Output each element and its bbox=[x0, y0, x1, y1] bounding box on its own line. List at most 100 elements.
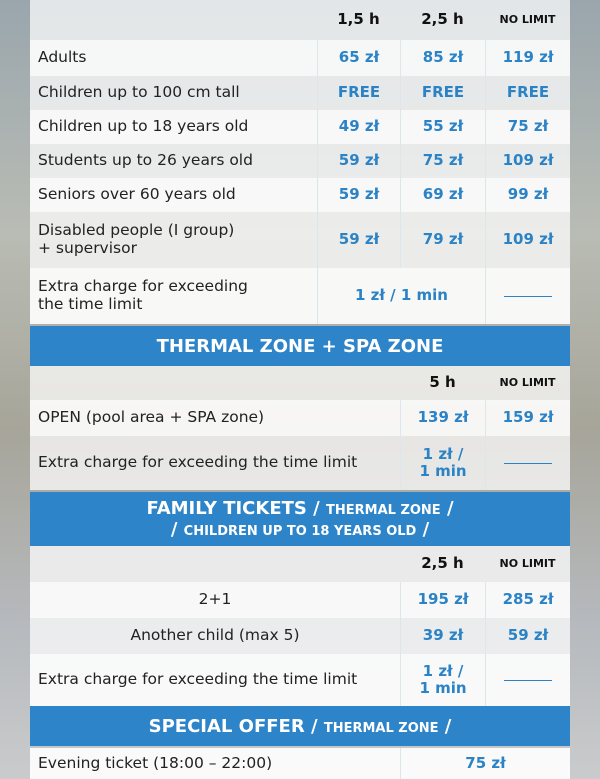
row-label: Extra charge for exceeding the time limi… bbox=[38, 670, 358, 689]
row-label: Disabled people (I group) + supervisor bbox=[30, 212, 317, 268]
extra-charge-row: Extra charge for exceeding the time limi… bbox=[30, 268, 570, 324]
row-label: Extra charge for exceeding the time limi… bbox=[30, 268, 317, 324]
row-label: Another child (max 5) bbox=[130, 626, 300, 645]
header-1-5h: 1,5 h bbox=[337, 10, 380, 29]
price-cell: 75 zł bbox=[485, 110, 570, 144]
row-label: 2+1 bbox=[198, 590, 232, 609]
price-cell: FREE bbox=[317, 76, 400, 110]
extra-charge-line1: 1 zł / bbox=[422, 444, 464, 463]
price-cell: 69 zł bbox=[400, 178, 485, 212]
special-title-sep1: / bbox=[304, 715, 324, 737]
family-title-sep1: / bbox=[306, 498, 326, 519]
price-cell: 75 zł bbox=[400, 144, 485, 178]
dash-cell bbox=[485, 654, 570, 706]
table-row: Seniors over 60 years old 59 zł 69 zł 99… bbox=[30, 178, 570, 212]
extra-charge-line2: 1 min bbox=[419, 462, 467, 480]
price-cell: FREE bbox=[485, 76, 570, 110]
row-label: Evening ticket (18:00 – 22:00) bbox=[38, 753, 273, 772]
header-no-limit: NO LIMIT bbox=[499, 556, 556, 570]
row-label: Children up to 100 cm tall bbox=[38, 83, 240, 102]
price-cell: 79 zł bbox=[400, 212, 485, 268]
extra-charge-row: Extra charge for exceeding the time limi… bbox=[30, 654, 570, 706]
dash-line bbox=[504, 295, 552, 297]
special-title-main: SPECIAL OFFER bbox=[148, 715, 305, 737]
dash-cell bbox=[485, 268, 570, 324]
special-title-sub: THERMAL ZONE bbox=[323, 720, 439, 736]
price-cell: FREE bbox=[400, 76, 485, 110]
dash-line bbox=[504, 462, 552, 464]
table-row: OPEN (pool area + SPA zone) 139 zł 159 z… bbox=[30, 400, 570, 436]
table-row: Students up to 26 years old 59 zł 75 zł … bbox=[30, 144, 570, 178]
table-row: Adults 65 zł 85 zł 119 zł bbox=[30, 40, 570, 76]
thermal-header-row: 5 h NO LIMIT bbox=[30, 366, 570, 400]
price-cell: 119 zł bbox=[485, 40, 570, 76]
row-label: OPEN (pool area + SPA zone) bbox=[38, 408, 265, 427]
table1-header-row: 1,5 h 2,5 h NO LIMIT bbox=[30, 0, 570, 40]
family-title-sub2: CHILDREN UP TO 18 YEARS OLD bbox=[183, 524, 417, 539]
family-title-main: FAMILY TICKETS bbox=[146, 498, 307, 519]
extra-charge-row: Extra charge for exceeding the time limi… bbox=[30, 436, 570, 490]
row-label: Seniors over 60 years old bbox=[38, 185, 236, 204]
row-label-line1: Extra charge for exceeding bbox=[38, 277, 248, 296]
header-5h: 5 h bbox=[429, 373, 456, 392]
price-cell: 109 zł bbox=[485, 144, 570, 178]
thermal-zone-title: THERMAL ZONE + SPA ZONE bbox=[156, 335, 444, 357]
family-tickets-banner: FAMILY TICKETS / THERMAL ZONE / / CHILDR… bbox=[30, 492, 570, 546]
price-cell: 39 zł bbox=[400, 618, 485, 654]
price-cell: 75 zł bbox=[400, 748, 570, 779]
price-cell: 99 zł bbox=[485, 178, 570, 212]
price-cell: 109 zł bbox=[485, 212, 570, 268]
header-no-limit: NO LIMIT bbox=[499, 375, 556, 389]
extra-charge-value: 1 zł / 1 min bbox=[400, 654, 485, 706]
extra-charge-value: 1 zł / 1 min bbox=[400, 436, 485, 490]
table-row: Disabled people (I group) + supervisor 5… bbox=[30, 212, 570, 268]
family-title-pre: / bbox=[170, 519, 184, 540]
price-cell: 65 zł bbox=[317, 40, 400, 76]
price-cell: 159 zł bbox=[485, 400, 570, 436]
family-header-row: 2,5 h NO LIMIT bbox=[30, 546, 570, 582]
thermal-zone-banner: THERMAL ZONE + SPA ZONE bbox=[30, 326, 570, 366]
row-label: Adults bbox=[38, 48, 87, 67]
price-cell: 59 zł bbox=[485, 618, 570, 654]
special-offer-banner: SPECIAL OFFER / THERMAL ZONE / bbox=[30, 706, 570, 746]
special-title-sep2: / bbox=[438, 715, 452, 737]
family-title-line1: FAMILY TICKETS / THERMAL ZONE / bbox=[146, 498, 453, 519]
empty-header-cell bbox=[30, 0, 317, 40]
table-row: 2+1 195 zł 285 zł bbox=[30, 582, 570, 618]
price-cell: 59 zł bbox=[317, 144, 400, 178]
header-2-5h: 2,5 h bbox=[421, 554, 464, 573]
special-title: SPECIAL OFFER / THERMAL ZONE / bbox=[149, 716, 452, 737]
empty-header-cell bbox=[30, 546, 400, 582]
dash-cell bbox=[485, 436, 570, 490]
extra-charge-line1: 1 zł / bbox=[422, 661, 464, 680]
price-cell: 49 zł bbox=[317, 110, 400, 144]
price-cell: 195 zł bbox=[400, 582, 485, 618]
price-cell: 285 zł bbox=[485, 582, 570, 618]
price-cell: 139 zł bbox=[400, 400, 485, 436]
row-label-line2: the time limit bbox=[38, 295, 143, 313]
row-label-line1: Disabled people (I group) bbox=[38, 221, 235, 240]
family-title-sub1: THERMAL ZONE bbox=[326, 503, 441, 518]
header-no-limit: NO LIMIT bbox=[499, 12, 556, 26]
table-row: Children up to 18 years old 49 zł 55 zł … bbox=[30, 110, 570, 144]
row-label-line2: + supervisor bbox=[38, 239, 137, 257]
extra-charge-line2: 1 min bbox=[419, 679, 467, 697]
header-2-5h: 2,5 h bbox=[421, 10, 464, 29]
extra-charge-value: 1 zł / 1 min bbox=[317, 268, 485, 324]
dash-line bbox=[504, 679, 552, 681]
price-cell: 59 zł bbox=[317, 178, 400, 212]
table-row: Children up to 100 cm tall FREE FREE FRE… bbox=[30, 76, 570, 110]
row-label: Children up to 18 years old bbox=[38, 117, 249, 136]
price-cell: 59 zł bbox=[317, 212, 400, 268]
family-title-line2: / CHILDREN UP TO 18 YEARS OLD / bbox=[171, 519, 429, 540]
price-cell: 55 zł bbox=[400, 110, 485, 144]
table-row: Evening ticket (18:00 – 22:00) 75 zł bbox=[30, 748, 570, 779]
empty-header-cell bbox=[30, 366, 400, 400]
row-label: Students up to 26 years old bbox=[38, 151, 253, 170]
family-title-post: / bbox=[416, 519, 430, 540]
table-row: Another child (max 5) 39 zł 59 zł bbox=[30, 618, 570, 654]
row-label: Extra charge for exceeding the time limi… bbox=[38, 453, 358, 472]
family-title-sep2: / bbox=[440, 498, 454, 519]
price-cell: 85 zł bbox=[400, 40, 485, 76]
